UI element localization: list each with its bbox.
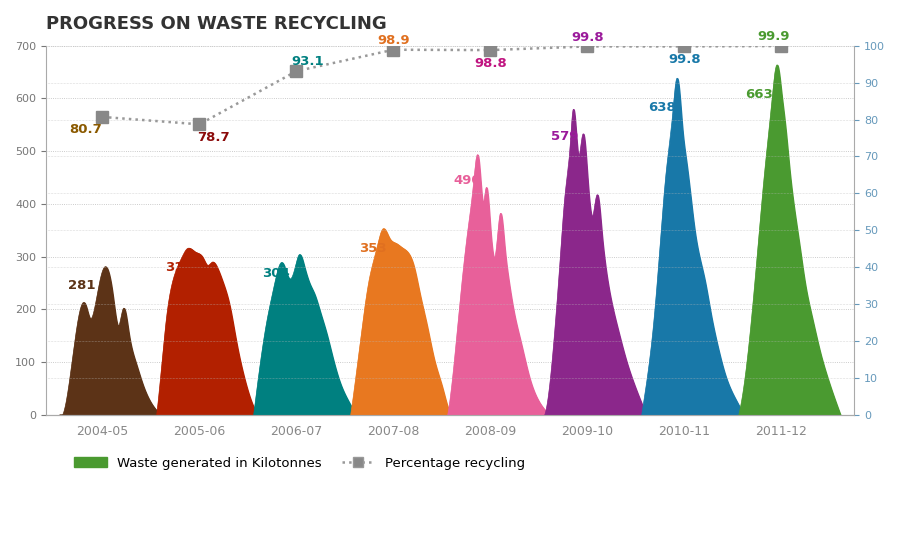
Legend: Waste generated in Kilotonnes, Percentage recycling: Waste generated in Kilotonnes, Percentag… — [68, 451, 531, 475]
Text: 281: 281 — [68, 279, 95, 292]
Text: PROGRESS ON WASTE RECYCLING: PROGRESS ON WASTE RECYCLING — [46, 15, 387, 33]
Text: 99.8: 99.8 — [668, 53, 701, 66]
Text: 638: 638 — [648, 101, 676, 115]
Text: 98.9: 98.9 — [377, 34, 410, 47]
Text: 93.1: 93.1 — [292, 56, 324, 68]
Text: 579: 579 — [551, 130, 578, 143]
Text: 98.8: 98.8 — [474, 57, 507, 70]
Text: 78.7: 78.7 — [197, 131, 230, 144]
Text: 315: 315 — [165, 261, 193, 274]
Text: 99.8: 99.8 — [572, 31, 604, 44]
Text: 80.7: 80.7 — [69, 123, 102, 136]
Text: 663: 663 — [745, 88, 772, 101]
Text: 490: 490 — [454, 173, 482, 187]
Text: 353: 353 — [359, 242, 386, 255]
Text: 304: 304 — [262, 267, 290, 280]
Text: 99.9: 99.9 — [758, 31, 790, 43]
